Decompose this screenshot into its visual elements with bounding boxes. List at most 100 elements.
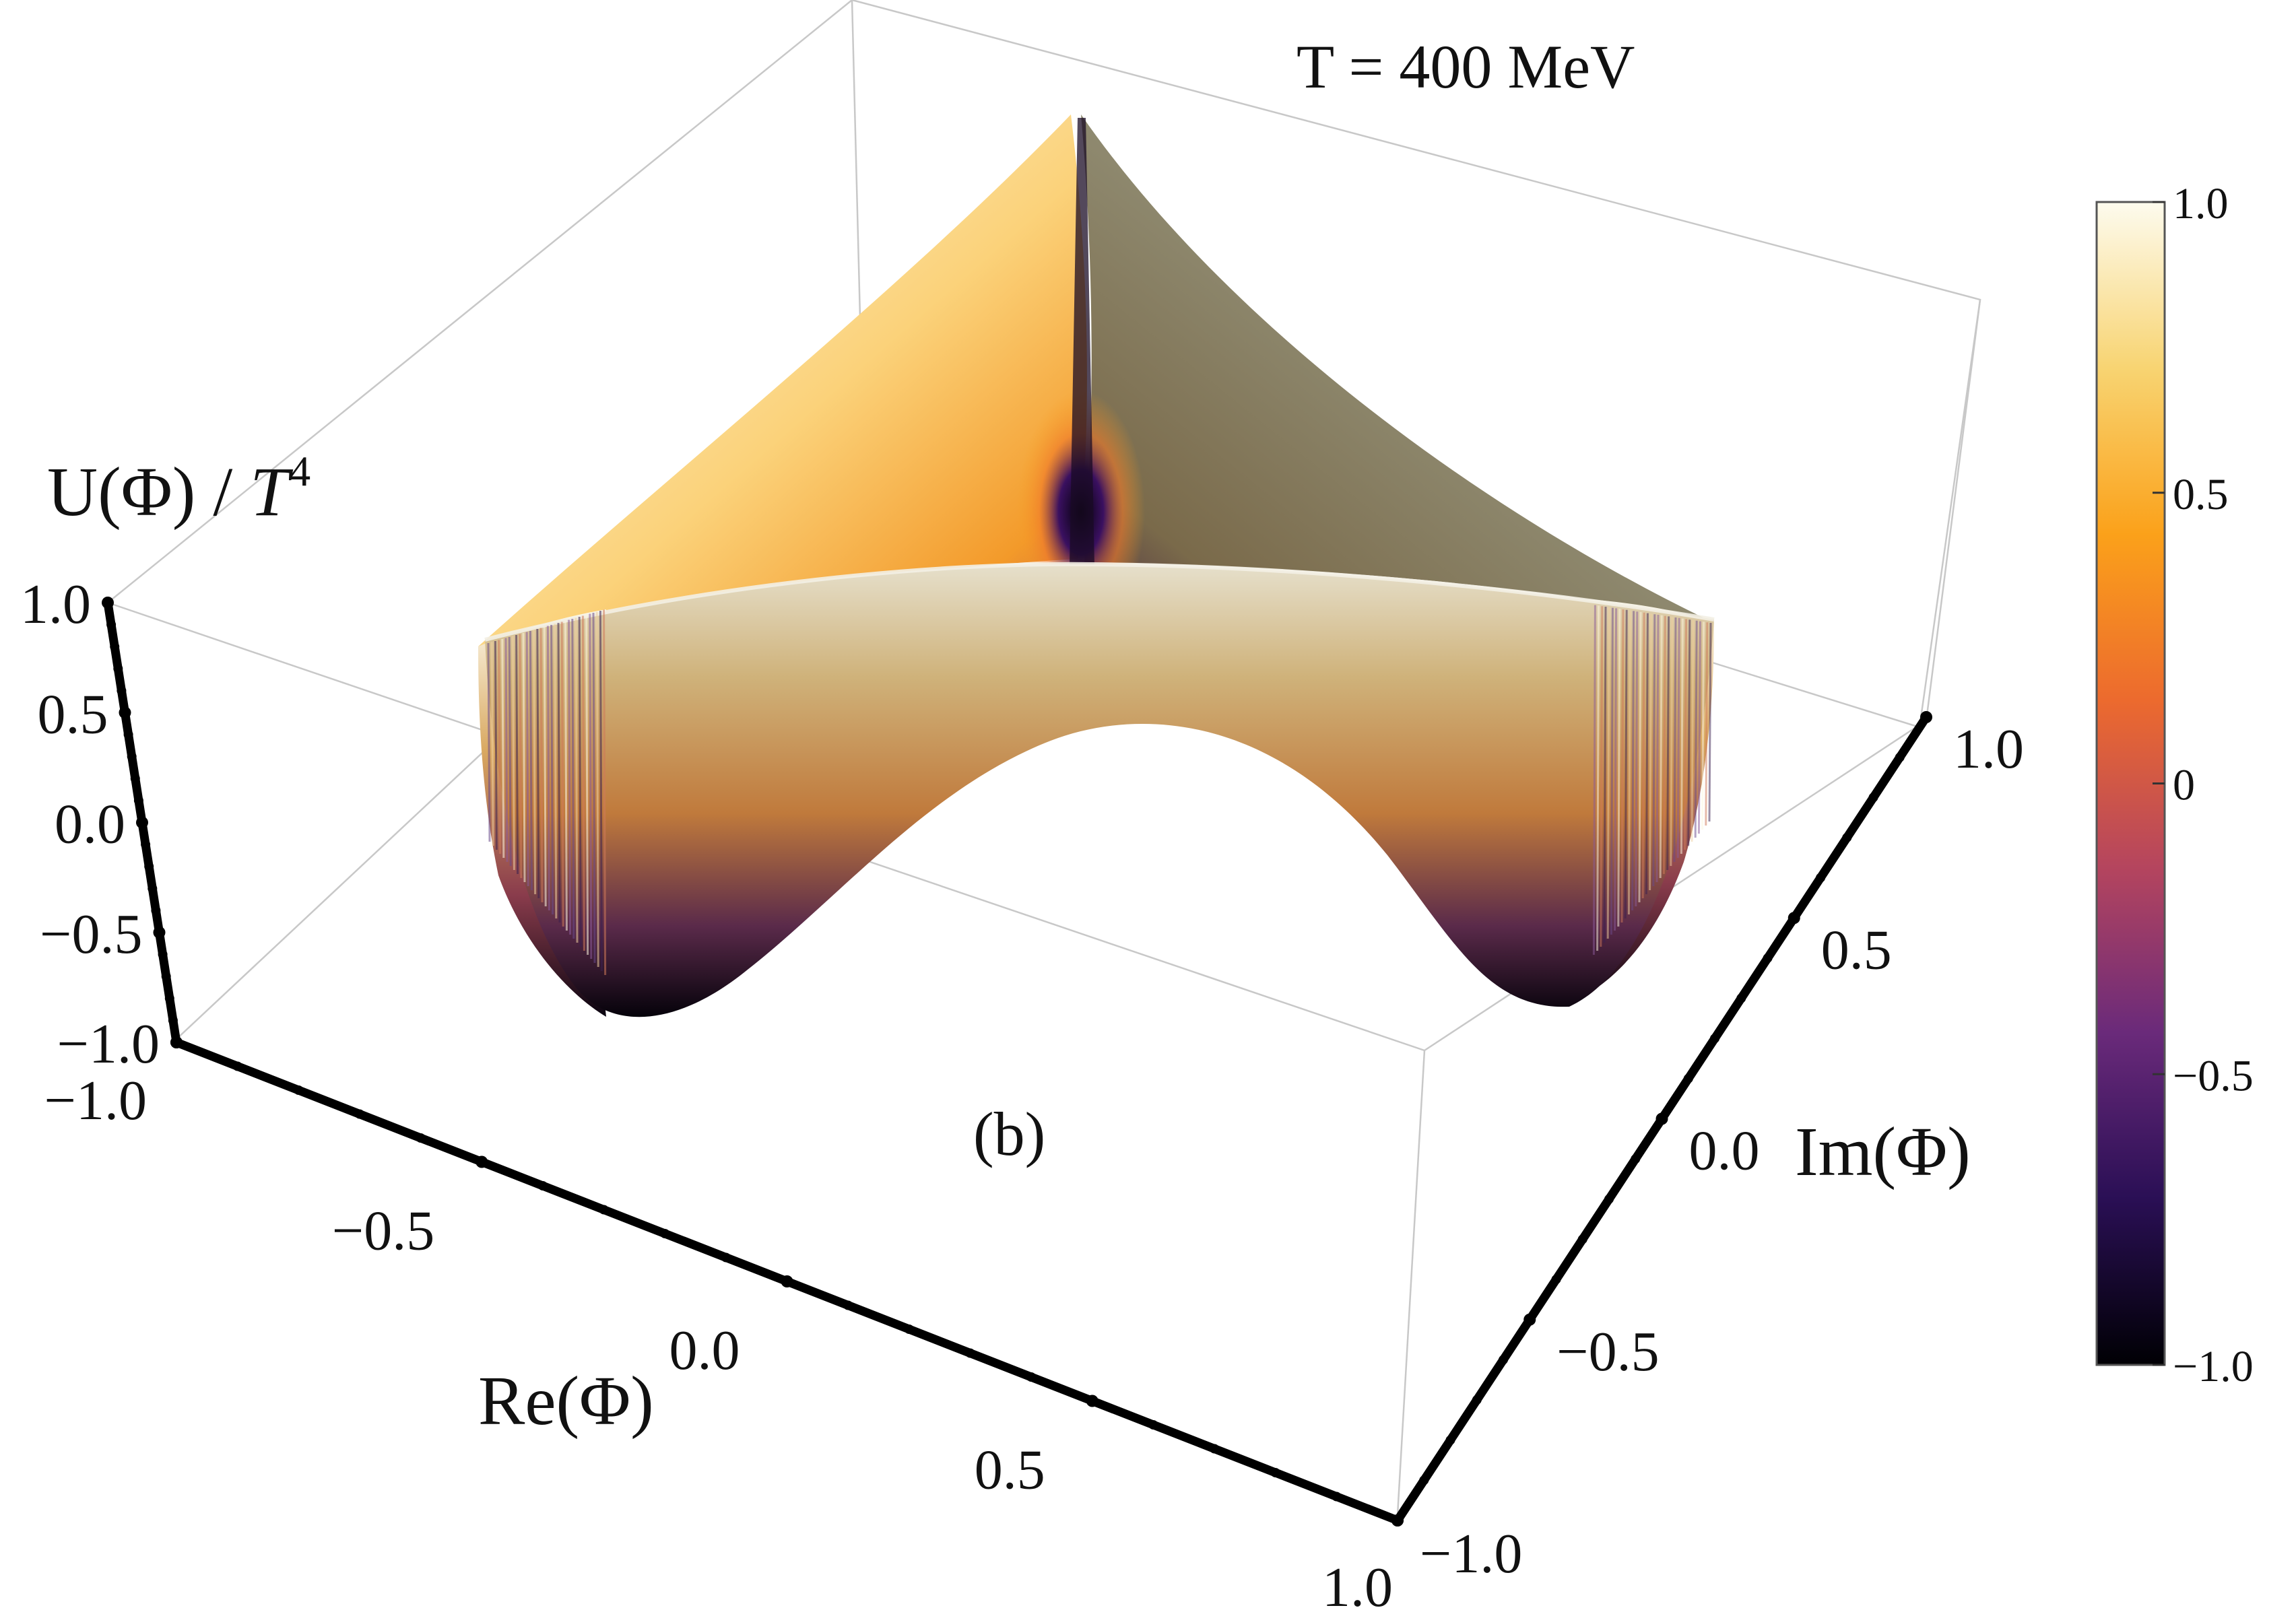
axis-tick-mark — [1551, 1275, 1561, 1285]
surface-stripe — [1592, 605, 1596, 955]
axis-tick-mark — [1710, 1034, 1719, 1044]
surface-stripe — [1691, 619, 1695, 842]
box-right-vertical — [1918, 299, 1981, 728]
axis-tick-mark — [164, 993, 174, 1003]
axis-tick-mark — [1920, 711, 1932, 723]
surface-stripe — [546, 626, 550, 911]
y-tick-label: 0.0 — [1689, 1120, 1760, 1182]
y-tick-labels: −1.0 −0.5 0.0 0.5 1.0 — [1420, 718, 2024, 1585]
surface-stripe — [511, 636, 515, 871]
surface-stripe — [1701, 622, 1705, 830]
x-tick-labels: −1.0 −0.5 0.0 0.5 1.0 — [44, 1069, 1393, 1610]
surface-stripe — [585, 614, 589, 955]
axis-tick-mark — [416, 1133, 426, 1143]
axis-tick-mark — [102, 597, 114, 609]
surface-stripe — [529, 630, 533, 891]
surface-stripe — [557, 622, 561, 923]
surface-stripe — [589, 613, 593, 960]
surface-stripe — [494, 640, 498, 850]
surface-stripe — [1645, 613, 1649, 895]
axis-tick-mark — [1086, 1395, 1098, 1407]
surface-back-left — [478, 114, 1087, 646]
axis-tick-mark — [170, 1036, 183, 1048]
z-tick-label: 0.5 — [38, 683, 108, 745]
surface-stripe — [508, 636, 512, 867]
axis-tick-mark — [168, 1015, 178, 1026]
axis-tick-mark — [965, 1348, 975, 1358]
surface-stripe — [487, 642, 491, 842]
z-tick-labels: 1.0 0.5 0.0 −0.5 −1.0 — [20, 573, 160, 1075]
colorbar-tick-label: 1.0 — [2173, 179, 2229, 228]
z-tick-label: −0.5 — [40, 903, 142, 966]
axis-tick-mark — [1523, 1313, 1536, 1326]
axis-tick-mark — [119, 706, 131, 719]
surface-stripe — [578, 616, 582, 947]
axis-tick-mark — [1842, 832, 1852, 842]
colorbar-tick-label: −0.5 — [2173, 1051, 2254, 1100]
surface-stripe — [1694, 620, 1698, 838]
surface-stripe — [560, 622, 564, 927]
axis-tick-mark — [1816, 873, 1825, 883]
axis-tick-mark — [1391, 1514, 1404, 1527]
axis-tick-mark — [158, 949, 168, 960]
axis-tick-mark — [1631, 1154, 1641, 1164]
surface-stripe — [1600, 606, 1604, 947]
axis-tick-mark — [537, 1181, 548, 1190]
surface-stripe — [498, 640, 502, 854]
y-tick-label: 1.0 — [1953, 718, 2024, 780]
x-tick-label: 0.5 — [975, 1439, 1045, 1502]
axis-tick-mark — [1787, 912, 1800, 925]
surface-stripe — [539, 628, 544, 903]
axis-tick-mark — [1148, 1420, 1158, 1430]
y-tick-label: 0.5 — [1821, 918, 1892, 981]
surface-stripe — [554, 624, 558, 919]
axis-tick-mark — [1332, 1491, 1342, 1502]
surface-stripe — [1659, 615, 1663, 879]
surface-stripe — [575, 617, 579, 943]
axis-tick-mark — [1210, 1444, 1220, 1454]
axis-tick-mark — [1895, 752, 1905, 762]
surface-stripe — [571, 618, 575, 939]
axis-tick-mark — [721, 1252, 731, 1263]
surface-stripe — [1705, 622, 1709, 826]
axis-tick-mark — [127, 751, 137, 762]
surface-stripe — [1680, 618, 1684, 854]
axis-tick-mark — [1763, 953, 1773, 963]
surface-stripe — [1676, 617, 1680, 859]
surface-stripe — [1687, 619, 1691, 846]
surface-stripe — [581, 615, 585, 951]
axis-tick-mark — [147, 883, 158, 894]
surface-stripe — [522, 632, 526, 883]
spike-ridge — [1070, 118, 1094, 566]
y-tick-label: −0.5 — [1556, 1320, 1659, 1383]
axis-tick-mark — [294, 1085, 304, 1095]
colorbar-tick-label: 0 — [2173, 761, 2195, 810]
surface-stripe — [599, 610, 603, 972]
colorbar-ticks: 1.0 0.5 0 −0.5 −1.0 — [2153, 179, 2254, 1391]
axis-tick-mark — [1419, 1475, 1429, 1485]
axis-tick-mark — [781, 1275, 793, 1287]
axis-tick-mark — [354, 1109, 364, 1119]
axis-tick-mark — [106, 619, 117, 630]
axis-tick-mark — [660, 1229, 670, 1238]
x-tick-label: −0.5 — [332, 1200, 434, 1263]
axis-tick-mark — [117, 685, 127, 696]
axis-tick-mark — [1604, 1194, 1614, 1204]
surface-stripe — [1670, 617, 1674, 867]
axis-tick-mark — [1868, 793, 1878, 803]
z-axis-label-var: T — [250, 453, 293, 531]
axis-tick-mark — [151, 906, 161, 916]
surface-stripe — [595, 611, 599, 968]
axis-tick-mark — [904, 1324, 914, 1334]
axis-tick-mark — [136, 816, 148, 829]
box-front-vertical — [1396, 1050, 1426, 1516]
axis-tick-mark — [161, 972, 171, 982]
surface-stripe — [1596, 605, 1600, 951]
surface-stripe — [550, 624, 554, 915]
axis-tick-mark — [599, 1205, 609, 1215]
surface-stripe — [1627, 610, 1631, 915]
surface-stripe — [1662, 615, 1666, 875]
axis-tick-mark — [1270, 1468, 1280, 1477]
surface-stripe — [1631, 611, 1635, 911]
